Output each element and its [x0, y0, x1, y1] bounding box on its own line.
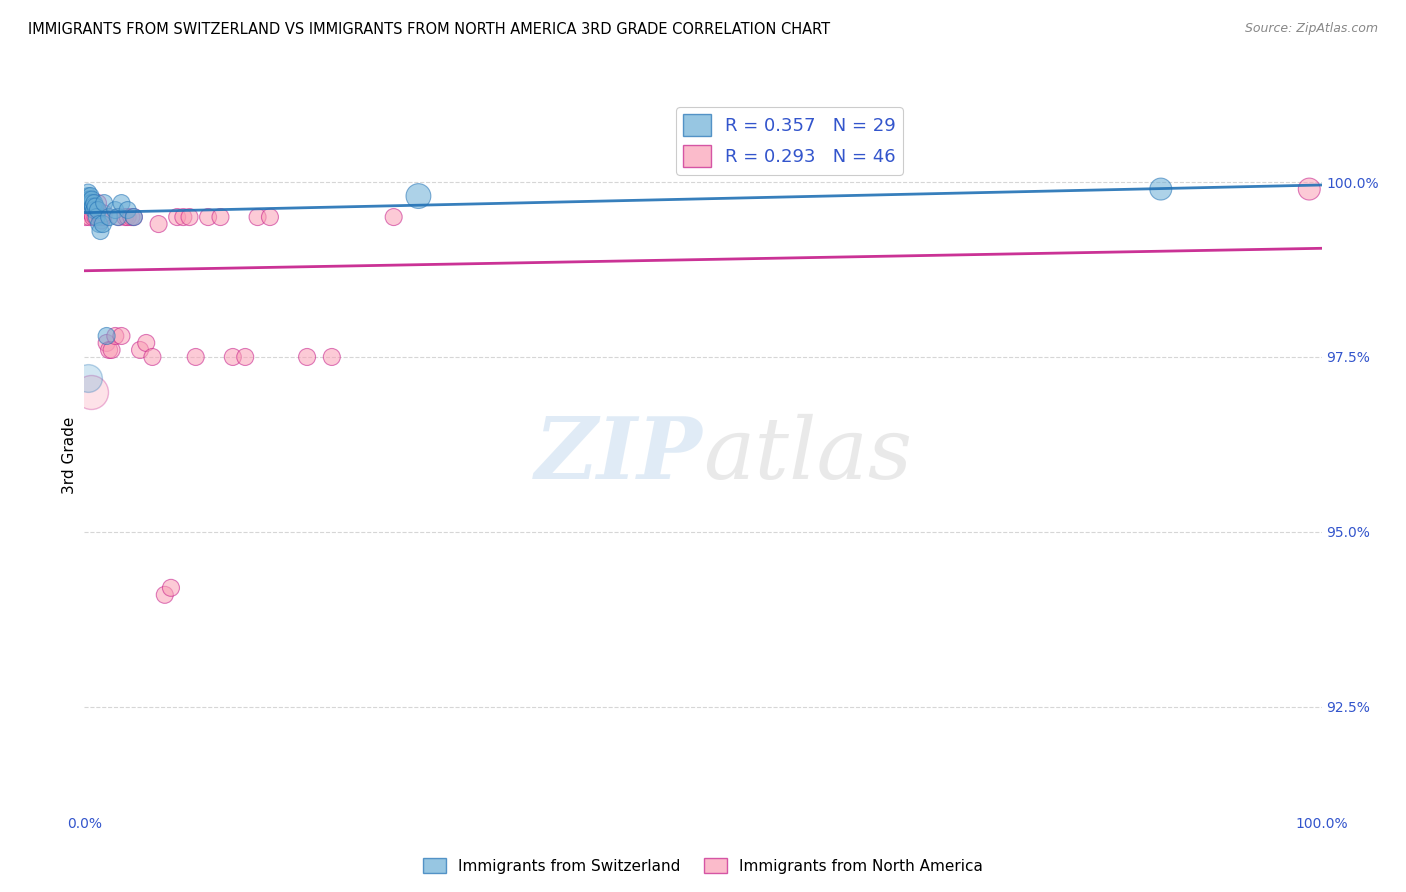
- Point: [153, 588, 176, 602]
- Point: [104, 329, 127, 343]
- Y-axis label: 3rd Grade: 3rd Grade: [62, 417, 77, 493]
- Point: [87, 196, 110, 211]
- Point: [89, 217, 111, 231]
- Point: [179, 210, 201, 224]
- Point: [259, 210, 281, 224]
- Point: [120, 210, 142, 224]
- Point: [117, 210, 139, 224]
- Point: [86, 210, 108, 224]
- Point: [82, 200, 104, 214]
- Point: [79, 189, 101, 203]
- Point: [246, 210, 269, 224]
- Point: [148, 217, 170, 231]
- Point: [100, 343, 122, 357]
- Point: [79, 210, 101, 224]
- Point: [222, 350, 245, 364]
- Point: [135, 336, 157, 351]
- Point: [382, 210, 405, 224]
- Point: [90, 213, 112, 227]
- Point: [77, 189, 100, 203]
- Point: [77, 200, 100, 214]
- Point: [79, 384, 101, 399]
- Point: [117, 202, 139, 217]
- Point: [108, 210, 131, 224]
- Point: [77, 193, 100, 207]
- Text: atlas: atlas: [703, 414, 912, 496]
- Point: [86, 202, 108, 217]
- Point: [1150, 182, 1173, 196]
- Point: [122, 210, 145, 224]
- Point: [233, 350, 256, 364]
- Point: [96, 336, 118, 351]
- Point: [408, 189, 430, 203]
- Point: [80, 196, 103, 211]
- Text: IMMIGRANTS FROM SWITZERLAND VS IMMIGRANTS FROM NORTH AMERICA 3RD GRADE CORRELATI: IMMIGRANTS FROM SWITZERLAND VS IMMIGRANT…: [28, 22, 831, 37]
- Text: Source: ZipAtlas.com: Source: ZipAtlas.com: [1244, 22, 1378, 36]
- Point: [91, 210, 114, 224]
- Point: [84, 210, 107, 224]
- Point: [77, 371, 100, 385]
- Point: [80, 206, 103, 220]
- Point: [79, 196, 101, 211]
- Point: [197, 210, 219, 224]
- Point: [89, 206, 111, 220]
- Point: [129, 343, 152, 357]
- Point: [77, 186, 100, 200]
- Point: [160, 581, 183, 595]
- Point: [321, 350, 343, 364]
- Point: [122, 210, 145, 224]
- Point: [98, 343, 121, 357]
- Point: [83, 196, 105, 211]
- Point: [110, 329, 132, 343]
- Point: [79, 196, 101, 211]
- Point: [80, 193, 103, 207]
- Point: [84, 200, 107, 214]
- Point: [172, 210, 194, 224]
- Point: [184, 350, 207, 364]
- Point: [83, 202, 105, 217]
- Point: [79, 193, 101, 207]
- Point: [83, 200, 105, 214]
- Point: [87, 202, 110, 217]
- Legend: Immigrants from Switzerland, Immigrants from North America: Immigrants from Switzerland, Immigrants …: [418, 852, 988, 880]
- Point: [93, 196, 115, 211]
- Point: [93, 206, 115, 220]
- Point: [114, 210, 136, 224]
- Point: [209, 210, 232, 224]
- Point: [76, 202, 98, 217]
- Point: [89, 224, 111, 238]
- Text: ZIP: ZIP: [536, 413, 703, 497]
- Point: [79, 202, 101, 217]
- Point: [110, 196, 132, 211]
- Point: [107, 210, 129, 224]
- Point: [75, 210, 97, 224]
- Point: [89, 210, 111, 224]
- Point: [76, 196, 98, 211]
- Point: [295, 350, 318, 364]
- Point: [91, 217, 114, 231]
- Point: [141, 350, 163, 364]
- Point: [96, 329, 118, 343]
- Point: [1298, 182, 1320, 196]
- Legend: R = 0.357   N = 29, R = 0.293   N = 46: R = 0.357 N = 29, R = 0.293 N = 46: [676, 107, 903, 175]
- Point: [82, 210, 104, 224]
- Point: [166, 210, 188, 224]
- Point: [98, 210, 121, 224]
- Point: [104, 202, 127, 217]
